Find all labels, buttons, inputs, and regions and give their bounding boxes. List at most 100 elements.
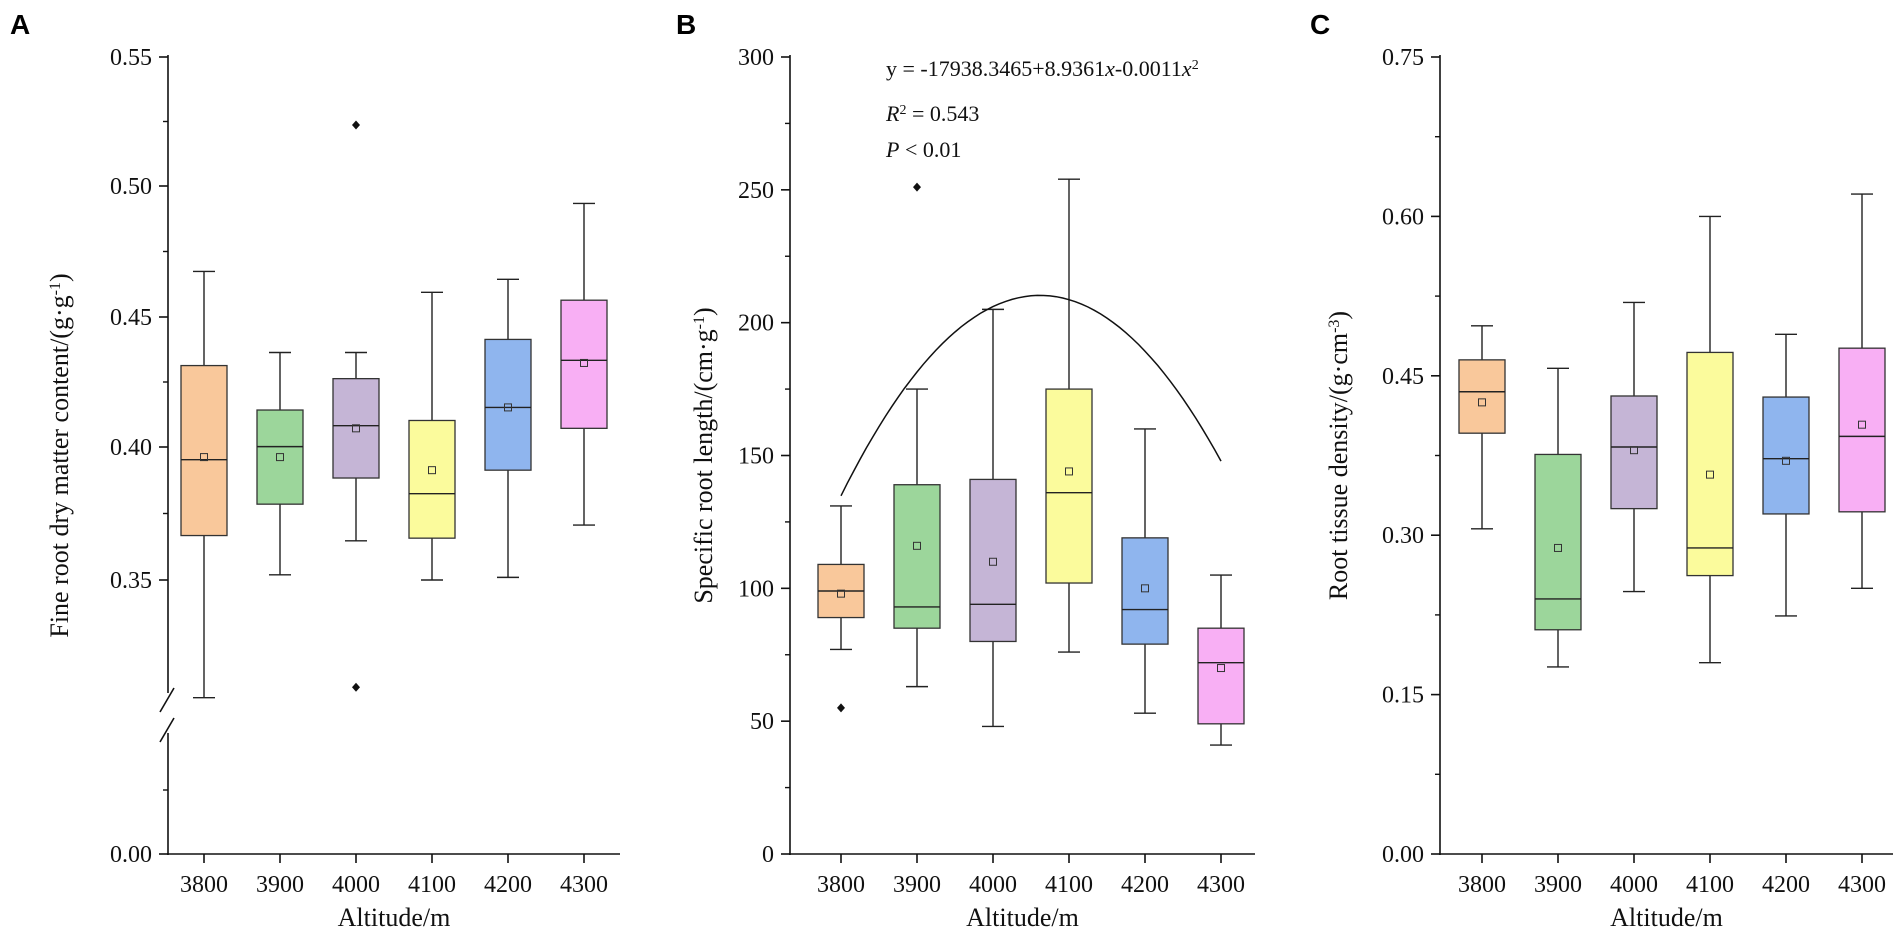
box-4100 <box>408 291 456 581</box>
box-iqr <box>1121 537 1169 645</box>
p-value-symbol: P <box>885 137 899 162</box>
mean-marker <box>913 541 921 550</box>
box-4100 <box>1686 215 1734 664</box>
box-iqr <box>484 338 532 471</box>
outlier-point <box>913 182 921 192</box>
y-axis-title-main: Fine root dry matter content/(g·g <box>45 295 74 637</box>
box-iqr <box>1686 351 1734 577</box>
r-squared-value: = 0.543 <box>906 101 979 126</box>
x-tick-label: 4300 <box>560 872 608 898</box>
fit-equation-mid: -0.0011 <box>1115 56 1182 81</box>
mean-marker <box>989 557 997 566</box>
y-tick-label: 100 <box>738 576 774 602</box>
r-squared-sup: 2 <box>899 103 906 118</box>
p-value-value: < 0.01 <box>899 137 961 162</box>
box-4100 <box>1045 178 1093 653</box>
panel-a: A 0.00 0.35 0.40 0.45 0.50 0.55 3800 3900 4000 410… <box>10 9 620 932</box>
panel-letter: C <box>1310 9 1330 40</box>
box-iqr <box>1045 388 1093 584</box>
y-tick-label: 0.55 <box>110 45 152 71</box>
box-iqr <box>1458 359 1506 434</box>
mean-marker <box>1706 470 1714 479</box>
box-4300 <box>1197 574 1245 746</box>
box-iqr <box>893 484 941 629</box>
panel-b: B 0 50 100 150 200 250 300 3800 3900 4000 4100 4200 4… <box>676 9 1255 932</box>
box-iqr <box>1838 347 1886 513</box>
x-tick-label: 4200 <box>1762 872 1810 898</box>
y-tick-label: 0.60 <box>1382 204 1424 230</box>
quadratic-fit-curve <box>840 294 1222 497</box>
y-tick-label: 0.00 <box>1382 842 1424 868</box>
mean-marker <box>352 424 360 433</box>
y-tick-label: 0.45 <box>1382 364 1424 390</box>
y-axis-title-end: ) <box>1324 311 1353 320</box>
y-axis-title: Specific root length/(cm·g-1) <box>689 307 718 603</box>
r-squared-label: R2 = 0.543 <box>885 101 979 126</box>
box-3900 <box>1534 367 1582 668</box>
y-axis-title-end: ) <box>45 273 74 282</box>
y-axis-title-end: ) <box>689 307 718 316</box>
box-iqr <box>256 409 304 505</box>
mean-marker <box>1478 398 1486 407</box>
y-axis-title: Root tissue density/(g·cm-3) <box>1324 311 1353 600</box>
x-tick-label: 4000 <box>969 872 1017 898</box>
axis-break-mark <box>159 687 175 713</box>
x-tick-label: 3900 <box>256 872 304 898</box>
mean-marker <box>200 453 208 462</box>
mean-marker <box>504 403 512 412</box>
y-tick-label: 0.30 <box>1382 523 1424 549</box>
y-tick-label: 0 <box>762 842 774 868</box>
box-3900 <box>256 351 304 576</box>
x-tick-label: 4100 <box>1045 872 1093 898</box>
y-tick-label: 300 <box>738 45 774 71</box>
box-iqr <box>332 377 380 479</box>
x-tick-label: 3900 <box>1534 872 1582 898</box>
mean-marker <box>1858 420 1866 429</box>
mean-marker <box>1141 584 1149 593</box>
x-tick-label: 3800 <box>817 872 865 898</box>
panel-letter: B <box>676 9 696 40</box>
box-iqr <box>1762 396 1810 515</box>
y-tick-label: 0.50 <box>110 174 152 200</box>
mean-marker <box>837 589 845 598</box>
mean-marker <box>276 453 284 462</box>
box-4000 <box>332 120 380 692</box>
y-tick-label: 0.00 <box>110 842 152 868</box>
y-axis-title-sup: -1 <box>691 316 708 329</box>
mean-marker <box>428 466 436 475</box>
outlier-point <box>352 682 360 692</box>
box-iqr <box>1197 627 1245 725</box>
fit-equation-var2: x <box>1181 56 1192 81</box>
x-tick-label: 3900 <box>893 872 941 898</box>
mean-marker <box>580 358 588 367</box>
box-iqr <box>560 299 608 429</box>
y-tick-label: 0.40 <box>110 435 152 461</box>
axis-break-mark <box>159 717 175 743</box>
y-tick-label: 0.75 <box>1382 45 1424 71</box>
y-axis-title-main: Root tissue density/(g·cm <box>1324 333 1353 600</box>
box-4300 <box>560 202 608 526</box>
x-axis-title: Altitude/m <box>966 903 1079 932</box>
x-tick-label: 4300 <box>1197 872 1245 898</box>
box-4200 <box>484 278 532 579</box>
y-tick-label: 0.45 <box>110 305 152 331</box>
box-iqr <box>1610 395 1658 510</box>
box-3900 <box>893 182 941 688</box>
y-tick-label: 250 <box>738 178 774 204</box>
y-axis-title-sup: -3 <box>1326 320 1343 333</box>
y-axis-title: Fine root dry matter content/(g·g-1) <box>45 273 74 637</box>
y-axis-title-main: Specific root length/(cm·g <box>689 329 718 603</box>
x-tick-label: 4200 <box>484 872 532 898</box>
x-axis-title: Altitude/m <box>1610 903 1723 932</box>
box-4200 <box>1121 428 1169 714</box>
box-3800 <box>1458 325 1506 530</box>
box-4000 <box>1610 301 1658 593</box>
box-iqr <box>969 478 1017 643</box>
y-tick-label: 0.15 <box>1382 683 1424 709</box>
fit-equation-sup: 2 <box>1192 58 1199 73</box>
box-4000 <box>969 308 1017 728</box>
x-tick-label: 4200 <box>1121 872 1169 898</box>
fit-equation-prefix: y = -17938.3465+8.9361 <box>886 56 1105 81</box>
mean-marker <box>1217 664 1225 673</box>
x-tick-label: 4100 <box>1686 872 1734 898</box>
